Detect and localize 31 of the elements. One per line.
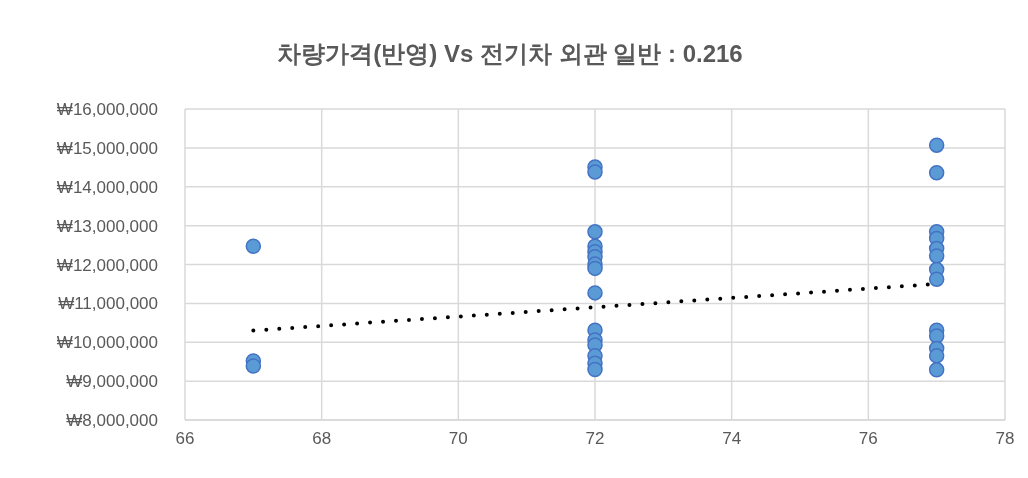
- y-tick-label: ₩14,000,000: [56, 177, 158, 197]
- y-tick-label: ₩13,000,000: [56, 216, 158, 236]
- x-tick-label: 70: [448, 429, 468, 448]
- point: [245, 238, 262, 254]
- point: [587, 361, 603, 378]
- x-tick-label: 74: [722, 429, 742, 448]
- x-tick-label: 66: [175, 429, 195, 448]
- point: [587, 164, 603, 180]
- x-tick-label: 78: [995, 429, 1015, 448]
- chart-title: 차량가격(반영) Vs 전기차 외관 일반 : 0.216: [277, 40, 743, 67]
- point: [587, 260, 603, 277]
- point: [587, 285, 603, 301]
- point: [928, 362, 945, 378]
- y-tick-label: ₩15,000,000: [56, 138, 158, 158]
- point: [928, 165, 945, 181]
- y-tick-label: ₩12,000,000: [56, 255, 158, 275]
- y-tick-label: ₩10,000,000: [56, 333, 158, 353]
- point: [928, 328, 945, 344]
- y-tick-label: ₩9,000,000: [66, 372, 158, 392]
- x-tick-label: 76: [858, 429, 878, 448]
- y-tick-label: ₩16,000,000: [56, 100, 158, 119]
- point: [245, 358, 262, 374]
- point: [928, 348, 945, 364]
- point: [928, 137, 945, 153]
- x-tick-label: 72: [585, 429, 605, 448]
- y-tick-label: ₩8,000,000: [66, 411, 158, 430]
- y-tick-label: ₩11,000,000: [58, 294, 158, 314]
- x-tick-label: 68: [312, 429, 332, 448]
- point: [587, 224, 603, 240]
- point: [928, 271, 945, 288]
- point: [928, 248, 945, 264]
